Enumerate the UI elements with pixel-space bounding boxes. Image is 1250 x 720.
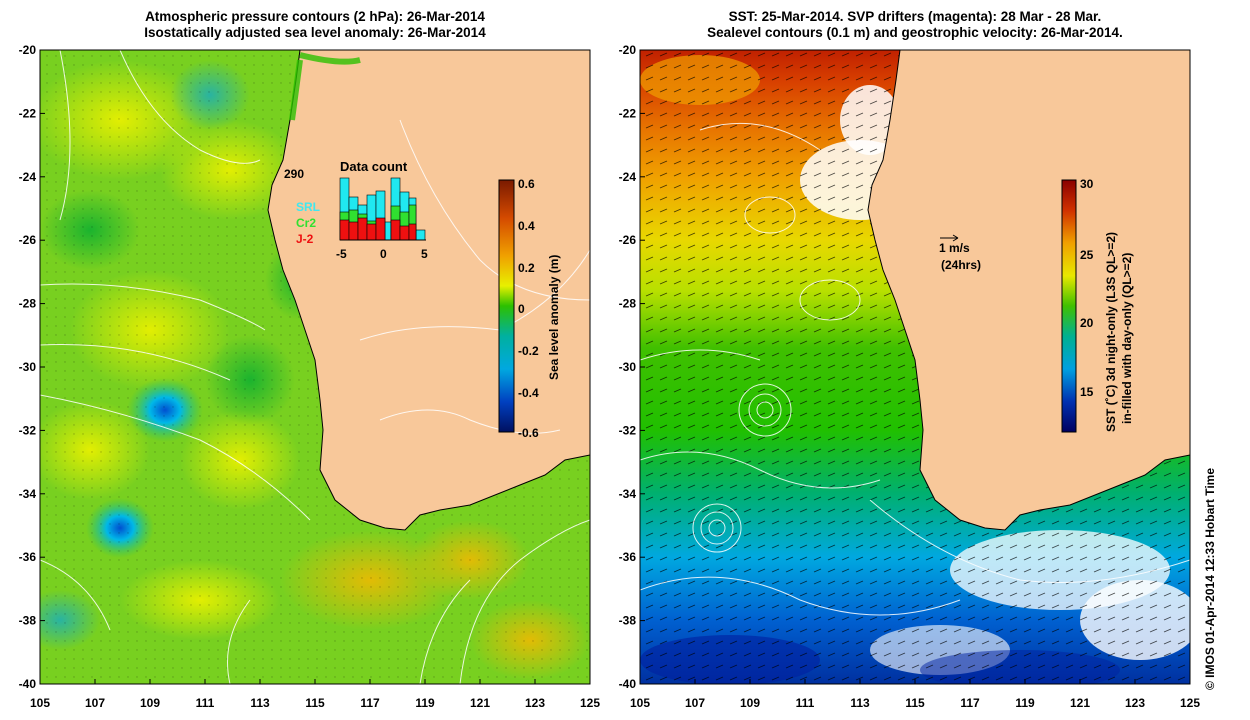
- right-y-tick-label: -24: [619, 170, 637, 184]
- right-title-line2: Sealevel contours (0.1 m) and geostrophi…: [707, 25, 1123, 40]
- sst-tick-15: 15: [1080, 385, 1094, 399]
- cbar-tick-neg0.6: -0.6: [518, 426, 539, 440]
- left-y-tick-label: -36: [19, 550, 37, 564]
- right-x-tick-label: 125: [1180, 696, 1200, 710]
- scale-label-hours: (24hrs): [941, 258, 981, 272]
- left-y-tick-label: -26: [19, 233, 37, 247]
- sst-tick-25: 25: [1080, 248, 1094, 262]
- left-x-tick-label: 119: [415, 696, 435, 710]
- left-x-tick-label: 105: [30, 696, 50, 710]
- left-y-tick-label: -24: [19, 170, 37, 184]
- inset-max-count: 290: [284, 167, 304, 181]
- right-x-tick-label: 117: [960, 696, 980, 710]
- sealevel-contours: [640, 122, 1190, 616]
- left-x-tick-label: 107: [85, 696, 105, 710]
- sst-tick-20: 20: [1080, 316, 1094, 330]
- axes: -20 -22 -24 -26 -28 -30 -32 -34 -36 -38 -40 105 107 1…: [19, 43, 1201, 710]
- sst-tick-30: 30: [1080, 177, 1094, 191]
- right-x-tick-label: 111: [796, 696, 815, 710]
- right-x-tick-label: 105: [630, 696, 650, 710]
- sea-level-colorbar: 0.6 0.4 0.2 0 -0.2 -0.4 -0.6 Sea level a…: [498, 177, 561, 440]
- right-y-tick-label: -30: [619, 360, 637, 374]
- left-y-tick-label: -28: [19, 297, 37, 311]
- left-map: Data count 290: [40, 50, 590, 684]
- right-y-tick-label: -32: [619, 423, 637, 437]
- sst-colorbar-label-line1: SST (˚C) 3d night-only (L3S QL>=2): [1104, 232, 1118, 432]
- right-y-tick-label: -28: [619, 297, 637, 311]
- left-x-tick-label: 117: [360, 696, 380, 710]
- right-y-tick-label: -38: [619, 614, 637, 628]
- left-title-line2: Isostatically adjusted sea level anomaly…: [144, 25, 486, 40]
- sea-level-colorbar-label: Sea level anomaly (m): [547, 255, 561, 380]
- left-y-tick-label: -40: [19, 677, 37, 691]
- left-panel-title: Atmospheric pressure contours (2 hPa): 2…: [40, 9, 590, 41]
- left-y-tick-label: -38: [19, 614, 37, 628]
- cbar-tick-0.6: 0.6: [518, 177, 535, 191]
- left-x-tick-label: 111: [196, 696, 215, 710]
- australia-land-right: [867, 50, 1190, 531]
- right-y-tick-label: -20: [619, 43, 637, 57]
- left-x-tick-label: 121: [470, 696, 490, 710]
- left-y-tick-label: -34: [19, 487, 37, 501]
- copyright-credit: © IMOS 01-Apr-2014 12:33 Hobart Time: [1203, 467, 1217, 690]
- inset-tick-neg5: -5: [336, 247, 347, 261]
- left-y-tick-label: -32: [19, 423, 37, 437]
- left-x-tick-label: 109: [140, 696, 160, 710]
- sst-colorbar: 30 25 20 15 SST (˚C) 3d night-only (L3S …: [1061, 177, 1134, 433]
- right-y-tick-label: -26: [619, 233, 637, 247]
- cbar-tick-0.4: 0.4: [518, 219, 535, 233]
- cbar-tick-0: 0: [518, 302, 525, 316]
- inset-title: Data count: [340, 159, 408, 174]
- right-title-line1: SST: 25-Mar-2014. SVP drifters (magenta)…: [728, 9, 1102, 24]
- right-y-tick-label: -36: [619, 550, 637, 564]
- left-x-tick-label: 125: [580, 696, 600, 710]
- inset-tick-0: 0: [380, 247, 387, 261]
- right-x-tick-label: 109: [740, 696, 760, 710]
- right-x-tick-label: 121: [1070, 696, 1090, 710]
- right-x-tick-label: 107: [685, 696, 705, 710]
- left-title-line1: Atmospheric pressure contours (2 hPa): 2…: [145, 9, 485, 24]
- cbar-tick-0.2: 0.2: [518, 261, 535, 275]
- left-y-tick-label: -22: [19, 106, 37, 120]
- legend-cr2: Cr2: [296, 216, 316, 230]
- right-y-tick-label: -22: [619, 106, 637, 120]
- right-x-tick-label: 115: [905, 696, 925, 710]
- left-y-tick-label: -30: [19, 360, 37, 374]
- legend-srl: SRL: [296, 200, 320, 214]
- sst-colorbar-label-line2: in-filled with day-only (QL>=2): [1120, 253, 1134, 424]
- right-y-tick-label: -34: [619, 487, 637, 501]
- right-map: 1 m/s (24hrs) 30 25 20 15 SST (˚C) 3d ni…: [640, 50, 1190, 684]
- left-y-tick-label: -20: [19, 43, 37, 57]
- left-x-tick-label: 115: [305, 696, 325, 710]
- data-count-inset: Data count 290: [284, 159, 428, 261]
- cbar-tick-neg0.4: -0.4: [518, 386, 539, 400]
- right-y-tick-label: -40: [619, 677, 637, 691]
- right-x-tick-label: 123: [1125, 696, 1145, 710]
- right-x-tick-label: 119: [1015, 696, 1035, 710]
- velocity-scale: 1 m/s (24hrs): [939, 234, 981, 272]
- left-x-tick-label: 123: [525, 696, 545, 710]
- cbar-tick-neg0.2: -0.2: [518, 344, 539, 358]
- left-x-tick-label: 113: [250, 696, 270, 710]
- inset-tick-5: 5: [421, 247, 428, 261]
- legend-j2: J-2: [296, 232, 314, 246]
- right-panel-title: SST: 25-Mar-2014. SVP drifters (magenta)…: [640, 9, 1190, 41]
- right-x-tick-label: 113: [850, 696, 870, 710]
- scale-label-speed: 1 m/s: [939, 241, 970, 255]
